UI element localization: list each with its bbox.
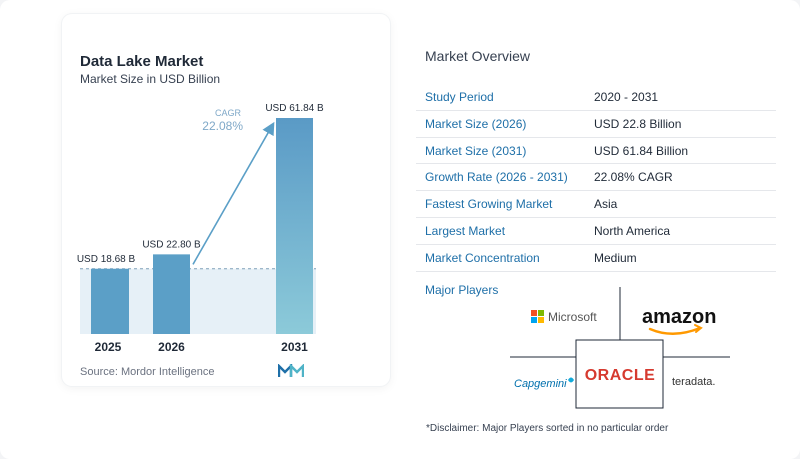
microsoft-logo-text: Microsoft xyxy=(548,310,597,324)
overview-value: Asia xyxy=(594,197,618,212)
overview-row-growth-rate: Growth Rate (2026 - 2031) 22.08% CAGR xyxy=(416,164,776,192)
market-overview-table: Study Period 2020 - 2031 Market Size (20… xyxy=(416,84,776,272)
cagr-arrow xyxy=(192,121,275,265)
capgemini-logo: Capgemini xyxy=(514,377,574,390)
overview-label: Growth Rate (2026 - 2031) xyxy=(425,170,568,185)
overview-value: Medium xyxy=(594,250,637,265)
grid-center-box xyxy=(575,339,664,409)
overview-row-study-period: Study Period 2020 - 2031 xyxy=(416,84,776,111)
overview-row-market-size-2026: Market Size (2026) USD 22.8 Billion xyxy=(416,111,776,138)
amazon-logo: amazon xyxy=(642,306,716,335)
bar-2031 xyxy=(276,118,313,334)
overview-row-fastest-growing: Fastest Growing Market Asia xyxy=(416,191,776,218)
bar-2025 xyxy=(91,268,129,334)
data-label-2025: USD 18.68 B xyxy=(77,254,136,265)
overview-row-market-size-2031: Market Size (2031) USD 61.84 Billion xyxy=(416,138,776,165)
major-players-grid: Microsoft amazon Capgemini ORACLE terada… xyxy=(510,287,730,409)
overview-label: Largest Market xyxy=(425,223,506,238)
overview-value: 22.08% CAGR xyxy=(594,170,673,185)
cagr-value: 22.08% xyxy=(202,119,243,133)
overview-row-concentration: Market Concentration Medium xyxy=(416,245,776,272)
overview-value: USD 22.8 Billion xyxy=(594,116,682,131)
overview-label: Market Size (2026) xyxy=(425,116,527,131)
chart-title: Data Lake Market xyxy=(80,53,204,70)
mordor-intelligence-logo-icon xyxy=(278,364,304,377)
disclaimer: *Disclaimer: Major Players sorted in no … xyxy=(426,423,669,434)
capgemini-logo-text: Capgemini xyxy=(514,378,567,390)
oracle-logo: ORACLE xyxy=(585,367,656,384)
data-label-2031: USD 61.84 B xyxy=(265,103,324,114)
major-players-title: Major Players xyxy=(425,283,499,297)
overview-label: Market Concentration xyxy=(425,250,540,265)
tick-label-2031: 2031 xyxy=(281,340,308,354)
overview-label: Fastest Growing Market xyxy=(425,197,553,212)
overview-value: 2020 - 2031 xyxy=(594,90,659,104)
microsoft-logo: Microsoft xyxy=(531,310,597,324)
overview-row-largest-market: Largest Market North America xyxy=(416,218,776,245)
overview-value: North America xyxy=(594,223,671,238)
cagr-label: CAGR xyxy=(215,108,242,118)
bar-2026 xyxy=(153,254,190,334)
data-label-2026: USD 22.80 B xyxy=(142,239,201,250)
overview-label: Market Size (2031) xyxy=(425,143,527,158)
chart-subtitle: Market Size in USD Billion xyxy=(80,72,221,86)
tick-label-2026: 2026 xyxy=(158,340,185,354)
chart-source: Source: Mordor Intelligence xyxy=(80,366,215,378)
teradata-logo: teradata. xyxy=(672,376,715,388)
overview-label: Study Period xyxy=(425,90,494,104)
tick-label-2025: 2025 xyxy=(95,340,122,354)
overview-value: USD 61.84 Billion xyxy=(594,143,689,158)
market-overview-title: Market Overview xyxy=(425,48,531,64)
amazon-logo-text: amazon xyxy=(642,306,716,328)
